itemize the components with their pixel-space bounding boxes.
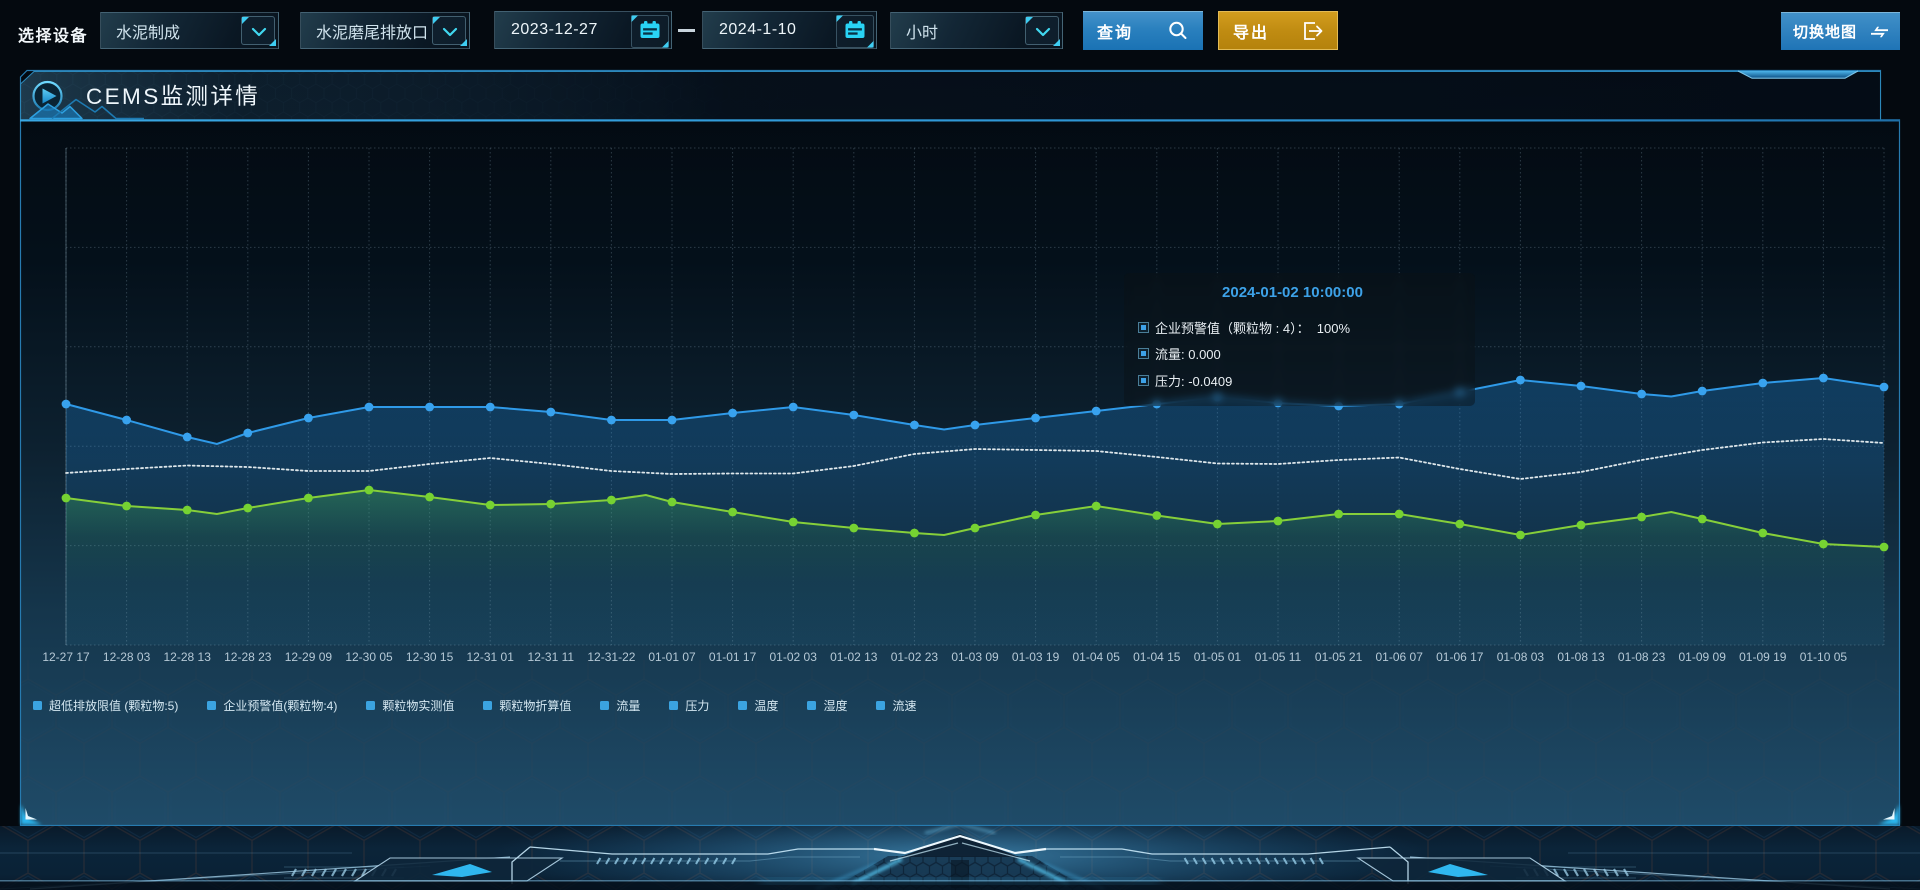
svg-text:12-30 15: 12-30 15 bbox=[406, 650, 454, 664]
svg-text:01-08 03: 01-08 03 bbox=[1497, 650, 1545, 664]
svg-text:12-28 23: 12-28 23 bbox=[224, 650, 272, 664]
svg-text:12-28 03: 12-28 03 bbox=[103, 650, 151, 664]
svg-text:01-05 01: 01-05 01 bbox=[1194, 650, 1242, 664]
svg-text:01-09 19: 01-09 19 bbox=[1739, 650, 1787, 664]
svg-text:01-08 13: 01-08 13 bbox=[1557, 650, 1605, 664]
svg-text:01-06 07: 01-06 07 bbox=[1376, 650, 1424, 664]
svg-text:01-04 15: 01-04 15 bbox=[1133, 650, 1181, 664]
svg-text:12-31-22: 12-31-22 bbox=[587, 650, 635, 664]
svg-text:01-02 23: 01-02 23 bbox=[891, 650, 939, 664]
svg-text:12-31 01: 12-31 01 bbox=[467, 650, 515, 664]
svg-text:01-09 09: 01-09 09 bbox=[1679, 650, 1727, 664]
svg-text:01-01 07: 01-01 07 bbox=[648, 650, 696, 664]
svg-text:01-10 05: 01-10 05 bbox=[1800, 650, 1848, 664]
svg-text:12-30 05: 12-30 05 bbox=[345, 650, 393, 664]
svg-text:12-27 17: 12-27 17 bbox=[42, 650, 90, 664]
svg-text:CEMS监测详情: CEMS监测详情 bbox=[86, 84, 260, 109]
svg-text:01-03 09: 01-03 09 bbox=[951, 650, 999, 664]
svg-text:01-04 05: 01-04 05 bbox=[1073, 650, 1121, 664]
svg-text:01-01 17: 01-01 17 bbox=[709, 650, 757, 664]
svg-text:01-05 11: 01-05 11 bbox=[1255, 650, 1302, 664]
svg-text:01-02 03: 01-02 03 bbox=[770, 650, 818, 664]
svg-text:01-03 19: 01-03 19 bbox=[1012, 650, 1060, 664]
svg-text:01-06 17: 01-06 17 bbox=[1436, 650, 1484, 664]
svg-text:01-02 13: 01-02 13 bbox=[830, 650, 878, 664]
svg-text:01-05 21: 01-05 21 bbox=[1315, 650, 1363, 664]
svg-text:12-29 09: 12-29 09 bbox=[285, 650, 333, 664]
svg-text:12-28 13: 12-28 13 bbox=[164, 650, 212, 664]
svg-text:01-08 23: 01-08 23 bbox=[1618, 650, 1666, 664]
svg-text:12-31 11: 12-31 11 bbox=[528, 650, 575, 664]
